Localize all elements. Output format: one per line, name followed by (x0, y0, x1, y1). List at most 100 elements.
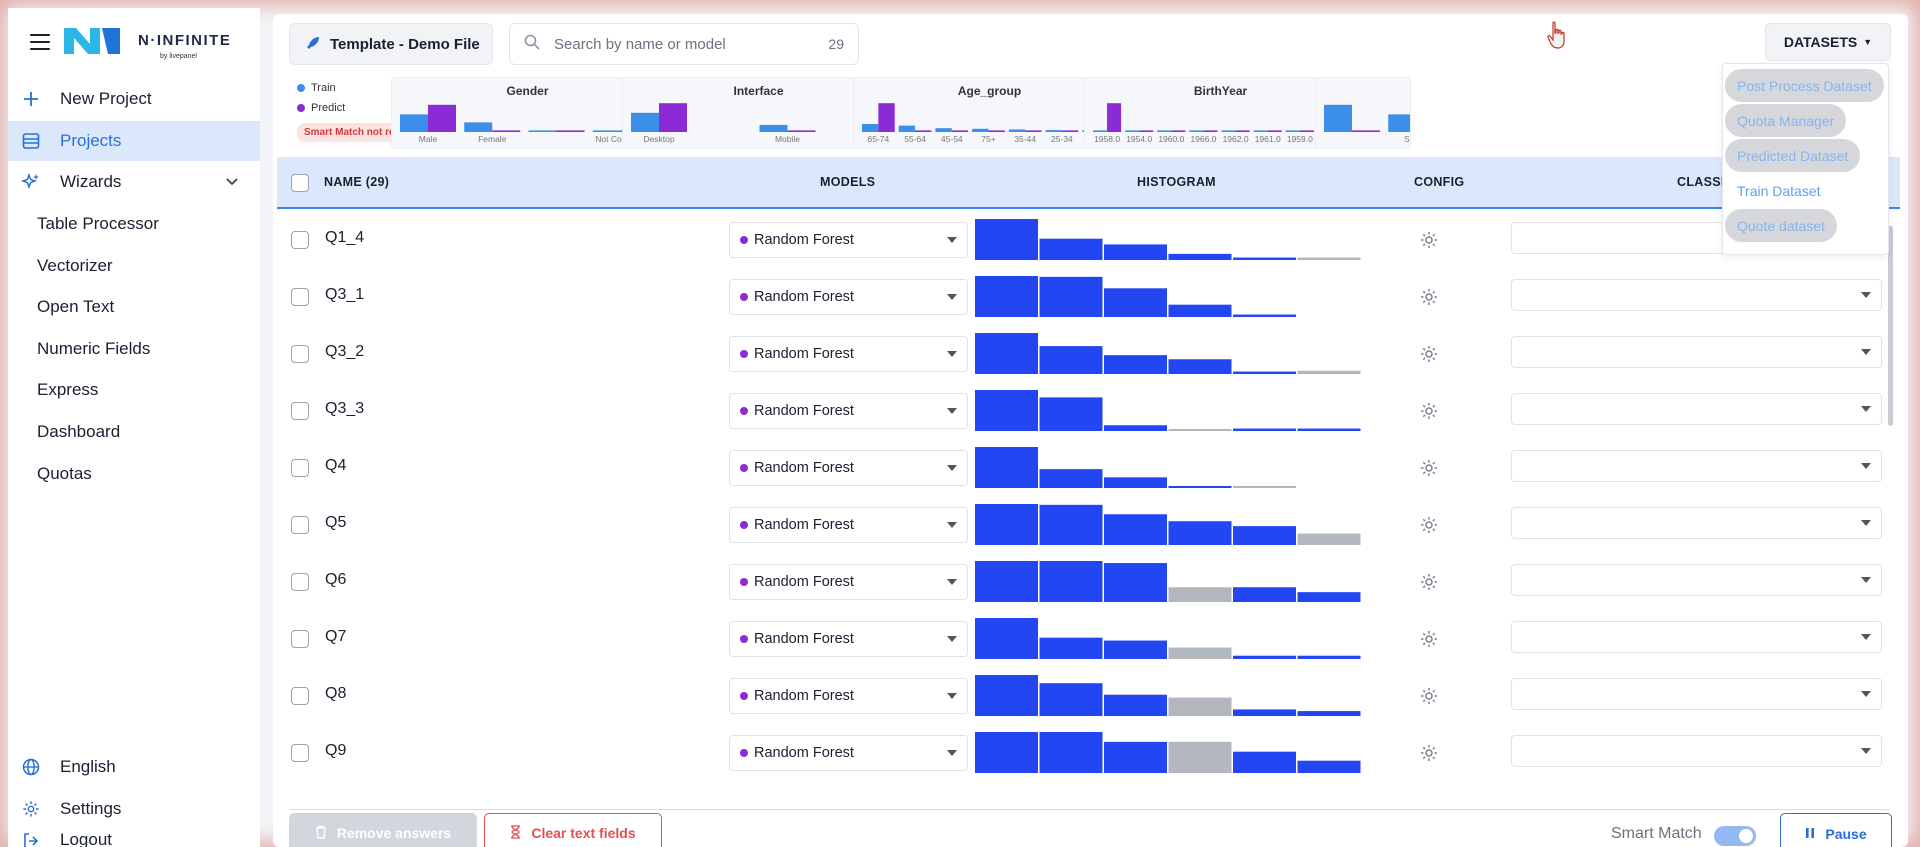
table-header: NAME (29) MODELS HISTOGRAM CONFIG CLASSE… (277, 157, 1900, 209)
model-select[interactable]: Random Forest (729, 678, 968, 714)
nav-dashboard[interactable]: Dashboard (37, 422, 121, 441)
histogram-bar (975, 675, 1038, 716)
template-button[interactable]: Template - Demo File (289, 23, 493, 65)
row-name: Q7 (325, 628, 347, 645)
classes-select[interactable] (1511, 564, 1882, 596)
nav-language[interactable]: English (8, 747, 260, 787)
histogram-bar (1104, 477, 1167, 488)
row-checkbox[interactable] (291, 288, 309, 306)
mini-chart-predict-bar (1203, 130, 1218, 132)
histogram-bar (1297, 592, 1361, 602)
classes-select[interactable] (1511, 336, 1882, 368)
model-select[interactable]: Random Forest (729, 279, 968, 315)
histogram-bar (1039, 683, 1103, 716)
chevron-down-icon[interactable] (226, 175, 238, 189)
menu-quota-manager: Quota Manager (1725, 104, 1847, 137)
model-select[interactable]: Random Forest (729, 621, 968, 657)
mini-chart-tick-label: 1954.0 (1126, 134, 1152, 144)
smart-match-toggle[interactable] (1714, 826, 1756, 846)
row-checkbox[interactable] (291, 573, 309, 591)
classes-select[interactable] (1511, 735, 1882, 767)
nav-wizards-label: Wizards (60, 172, 122, 191)
pause-button[interactable]: Pause (1780, 813, 1892, 847)
config-gear-icon[interactable] (1419, 458, 1439, 478)
legend-train-label: Train (311, 82, 336, 94)
config-gear-icon[interactable] (1419, 344, 1439, 364)
classes-select[interactable] (1511, 507, 1882, 539)
search-input[interactable] (554, 35, 804, 53)
mini-chart-predict-bar (1171, 130, 1186, 132)
model-select[interactable]: Random Forest (729, 222, 968, 258)
model-select[interactable]: Random Forest (729, 507, 968, 543)
nav-new-project[interactable]: New Project (8, 79, 260, 119)
row-checkbox[interactable] (291, 231, 309, 249)
mini-chart-tick-label: Mobile (775, 134, 800, 144)
mini-chart-train-bar (1157, 130, 1172, 132)
classes-select[interactable] (1511, 279, 1882, 311)
config-gear-icon[interactable] (1419, 515, 1439, 535)
model-dot-icon (740, 749, 748, 757)
nav-logout[interactable]: Logout (8, 830, 260, 847)
config-gear-icon[interactable] (1419, 230, 1439, 250)
menu-train-dataset[interactable]: Train Dataset (1737, 182, 1821, 199)
remove-answers-button[interactable]: Remove answers (289, 813, 477, 847)
nav-settings[interactable]: Settings (8, 789, 260, 829)
histogram-bar (1039, 469, 1103, 488)
mini-chart-train-bar (1285, 130, 1300, 132)
hamburger-menu-icon[interactable] (30, 34, 50, 50)
vertical-scrollbar[interactable] (1888, 226, 1893, 426)
classes-select[interactable] (1511, 678, 1882, 710)
nav-express[interactable]: Express (37, 380, 99, 399)
mini-chart-train-bar (1221, 130, 1236, 132)
row-checkbox[interactable] (291, 687, 309, 705)
model-select[interactable]: Random Forest (729, 735, 968, 771)
nav-open-text[interactable]: Open Text (37, 297, 115, 316)
config-gear-icon[interactable] (1419, 686, 1439, 706)
model-select-value: Random Forest (754, 631, 854, 647)
classes-select[interactable] (1511, 450, 1882, 482)
row-name: Q6 (325, 571, 347, 588)
nav-projects[interactable]: Projects (8, 121, 260, 161)
histogram-bar (1233, 751, 1296, 773)
nav-vectorizer[interactable]: Vectorizer (37, 256, 113, 275)
clear-text-fields-button[interactable]: Clear text fields (484, 813, 662, 847)
row-checkbox[interactable] (291, 459, 309, 477)
mini-chart-predict-bar (492, 130, 521, 132)
config-gear-icon[interactable] (1419, 629, 1439, 649)
row-checkbox[interactable] (291, 744, 309, 762)
config-gear-icon[interactable] (1419, 287, 1439, 307)
select-all-checkbox[interactable] (291, 174, 309, 192)
row-histogram (975, 618, 1361, 659)
mini-chart-predict-bar (1061, 130, 1079, 132)
config-gear-icon[interactable] (1419, 743, 1439, 763)
row-histogram (975, 447, 1296, 488)
header-histogram: HISTOGRAM (1137, 175, 1216, 189)
nav-quotas[interactable]: Quotas (37, 464, 92, 483)
datasets-dropdown-button[interactable]: DATASETS ▼ (1765, 23, 1891, 61)
config-gear-icon[interactable] (1419, 401, 1439, 421)
model-select[interactable]: Random Forest (729, 564, 968, 600)
row-checkbox[interactable] (291, 345, 309, 363)
mini-chart-predict-bar (428, 104, 456, 132)
classes-select[interactable] (1511, 621, 1882, 653)
model-select-value: Random Forest (754, 403, 854, 419)
legend-predict: Predict (297, 102, 345, 114)
nav-numeric-fields[interactable]: Numeric Fields (37, 339, 151, 358)
row-checkbox[interactable] (291, 630, 309, 648)
model-dot-icon (740, 521, 748, 529)
nav-table-processor[interactable]: Table Processor (37, 214, 159, 233)
classes-select[interactable] (1511, 393, 1882, 425)
histogram-bar (1039, 637, 1103, 659)
model-select[interactable]: Random Forest (729, 336, 968, 372)
nav-wizards[interactable]: Wizards (8, 162, 260, 202)
table-row: Q3_1 Random Forest (277, 268, 1900, 325)
model-select[interactable]: Random Forest (729, 393, 968, 429)
config-gear-icon[interactable] (1419, 572, 1439, 592)
row-checkbox[interactable] (291, 402, 309, 420)
row-name: Q4 (325, 457, 347, 474)
row-checkbox[interactable] (291, 516, 309, 534)
pause-icon (1805, 826, 1815, 842)
histogram-bar (1104, 288, 1167, 317)
header-name[interactable]: NAME (29) (324, 175, 390, 189)
model-select[interactable]: Random Forest (729, 450, 968, 486)
